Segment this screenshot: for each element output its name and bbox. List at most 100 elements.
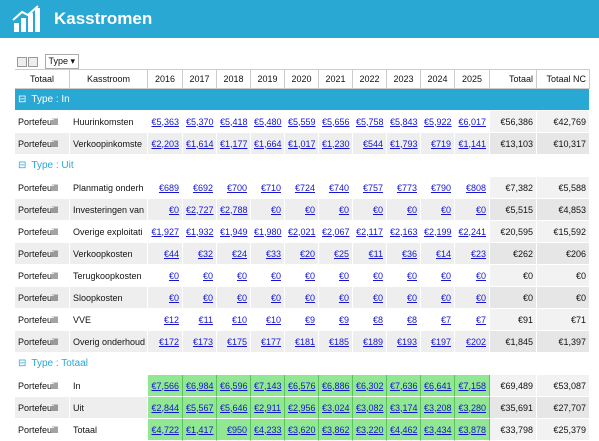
value-link[interactable]: €0 [372,270,383,281]
value-link[interactable]: €544 [362,138,383,149]
value-link[interactable]: €0 [202,270,213,281]
value-link[interactable]: €5,758 [356,116,384,127]
value-link[interactable]: €1,664 [254,138,282,149]
value-link[interactable]: €3,082 [356,402,384,413]
value-link[interactable]: €5,370 [186,116,214,127]
value-link[interactable]: €2,788 [220,204,248,215]
value-link[interactable]: €36 [401,248,417,259]
value-link[interactable]: €3,862 [322,424,350,435]
value-link[interactable]: €757 [362,182,383,193]
value-link[interactable]: €1,141 [458,138,486,149]
value-link[interactable]: €193 [396,336,417,347]
value-link[interactable]: €2,844 [151,402,179,413]
value-link[interactable]: €2,203 [151,138,179,149]
value-link[interactable]: €710 [260,182,281,193]
value-link[interactable]: €0 [168,292,179,303]
value-link[interactable]: €6,641 [424,380,452,391]
value-link[interactable]: €172 [158,336,179,347]
value-link[interactable]: €1,949 [220,226,248,237]
value-link[interactable]: €5,646 [220,402,248,413]
value-link[interactable]: €1,017 [288,138,316,149]
value-link[interactable]: €0 [440,204,451,215]
value-link[interactable]: €7 [440,314,451,325]
value-link[interactable]: €7,143 [254,380,282,391]
value-link[interactable]: €0 [270,270,281,281]
value-link[interactable]: €0 [440,292,451,303]
value-link[interactable]: €6,596 [220,380,248,391]
value-link[interactable]: €23 [470,248,486,259]
value-link[interactable]: €14 [435,248,451,259]
value-link[interactable]: €7,636 [390,380,418,391]
value-link[interactable]: €2,117 [356,226,383,237]
value-link[interactable]: €11 [198,314,213,325]
value-link[interactable]: €5,656 [322,116,350,127]
value-link[interactable]: €33 [265,248,281,259]
value-link[interactable]: €0 [406,270,417,281]
value-link[interactable]: €0 [338,204,349,215]
value-link[interactable]: €5,559 [288,116,316,127]
value-link[interactable]: €20 [299,248,315,259]
value-link[interactable]: €44 [163,248,179,259]
value-link[interactable]: €773 [396,182,417,193]
value-link[interactable]: €177 [260,336,281,347]
value-link[interactable]: €185 [328,336,349,347]
value-link[interactable]: €32 [197,248,213,259]
value-link[interactable]: €0 [475,292,486,303]
value-link[interactable]: €9 [338,314,349,325]
value-link[interactable]: €2,727 [186,204,214,215]
value-link[interactable]: €6,984 [186,380,214,391]
value-link[interactable]: €24 [231,248,247,259]
value-link[interactable]: €6,886 [322,380,350,391]
value-link[interactable]: €1,230 [322,138,350,149]
value-link[interactable]: €5,480 [254,116,282,127]
group-toggle[interactable]: ⊟ [18,94,27,105]
value-link[interactable]: €0 [168,204,179,215]
value-link[interactable]: €724 [294,182,315,193]
value-link[interactable]: €2,956 [288,402,316,413]
value-link[interactable]: €8 [406,314,417,325]
value-link[interactable]: €0 [406,292,417,303]
value-link[interactable]: €7,158 [458,380,486,391]
value-link[interactable]: €6,017 [458,116,486,127]
value-link[interactable]: €692 [192,182,213,193]
value-link[interactable]: €7 [475,314,486,325]
value-link[interactable]: €197 [430,336,451,347]
value-link[interactable]: €0 [440,270,451,281]
value-link[interactable]: €1,614 [186,138,214,149]
value-link[interactable]: €0 [304,292,315,303]
value-link[interactable]: €175 [226,336,247,347]
value-link[interactable]: €790 [430,182,451,193]
group-toggle[interactable]: ⊟ [18,358,27,369]
value-link[interactable]: €3,208 [424,402,452,413]
value-link[interactable]: €0 [304,204,315,215]
value-link[interactable]: €9 [304,314,315,325]
type-filter[interactable]: Type ▾ [44,54,80,69]
value-link[interactable]: €2,911 [254,402,281,413]
value-link[interactable]: €2,199 [424,226,452,237]
value-link[interactable]: €3,434 [424,424,452,435]
value-link[interactable]: €7,566 [151,380,179,391]
value-link[interactable]: €6,302 [356,380,384,391]
value-link[interactable]: €1,932 [186,226,214,237]
value-link[interactable]: €1,980 [254,226,282,237]
value-link[interactable]: €0 [406,204,417,215]
value-link[interactable]: €173 [192,336,213,347]
value-link[interactable]: €0 [270,204,281,215]
value-link[interactable]: €719 [430,138,451,149]
value-link[interactable]: €0 [338,292,349,303]
value-link[interactable]: €3,280 [458,402,486,413]
value-link[interactable]: €1,927 [151,226,179,237]
expand-all[interactable] [28,56,38,67]
value-link[interactable]: €5,843 [390,116,418,127]
value-link[interactable]: €10 [265,314,281,325]
value-link[interactable]: €0 [270,292,281,303]
value-link[interactable]: €10 [231,314,247,325]
value-link[interactable]: €0 [202,292,213,303]
value-link[interactable]: €5,567 [186,402,214,413]
value-link[interactable]: €3,878 [458,424,486,435]
value-link[interactable]: €4,233 [254,424,282,435]
value-link[interactable]: €700 [226,182,247,193]
value-link[interactable]: €4,462 [390,424,418,435]
value-link[interactable]: €1,177 [220,138,248,149]
value-link[interactable]: €8 [372,314,383,325]
